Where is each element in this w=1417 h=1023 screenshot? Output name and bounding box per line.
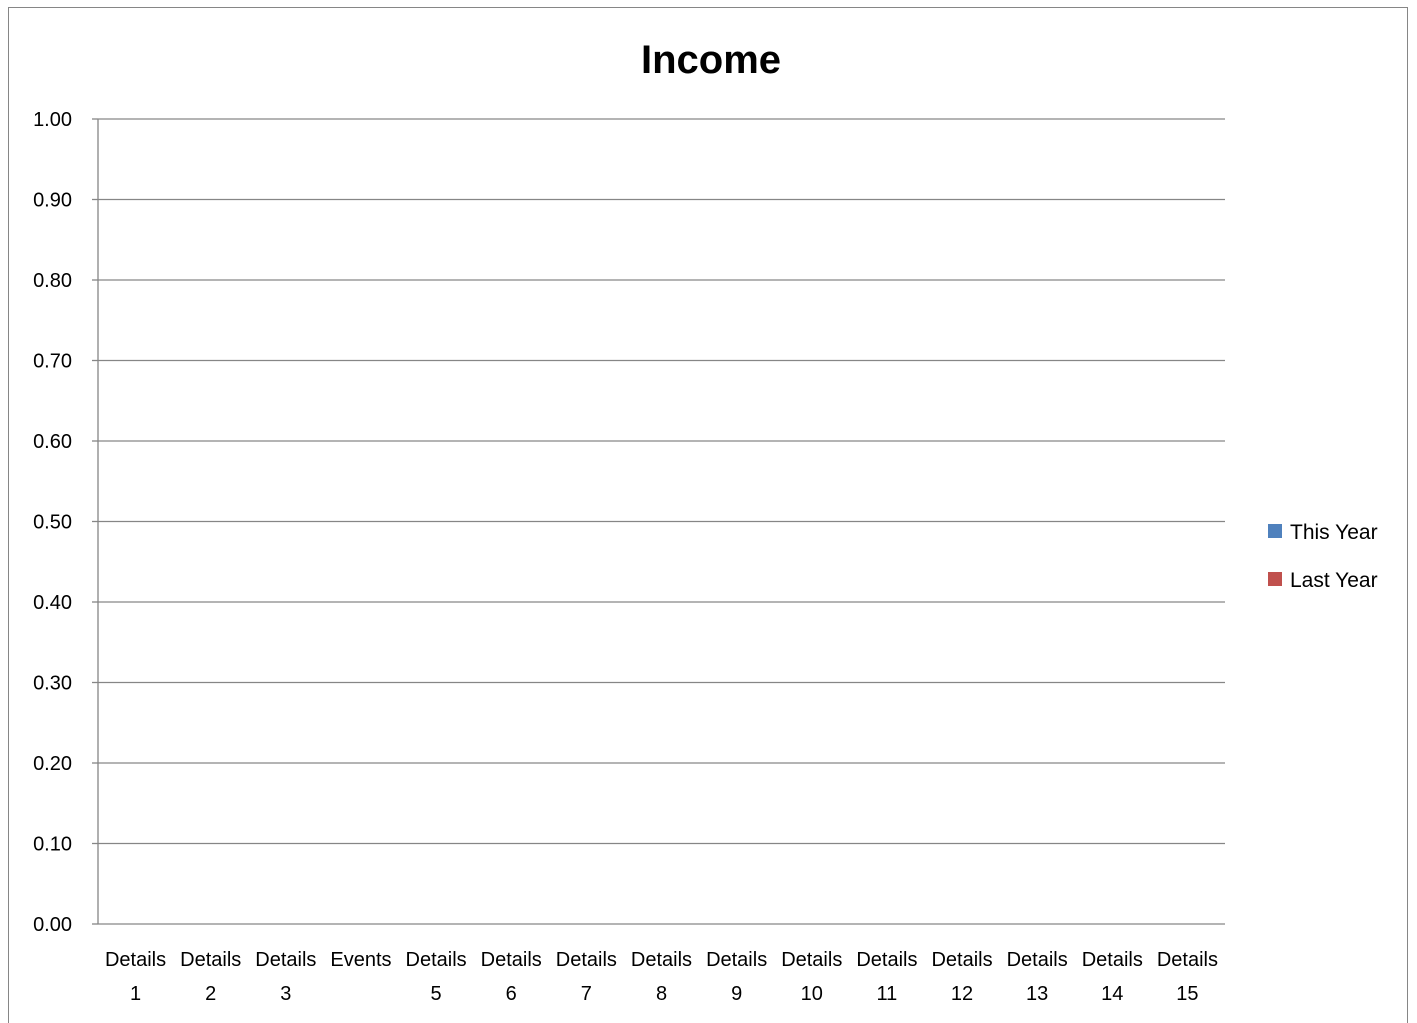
x-tick-label: 7 bbox=[581, 983, 592, 1005]
x-tick-label: Details bbox=[856, 949, 917, 971]
x-tick-label: Details bbox=[406, 949, 467, 971]
axes bbox=[97, 119, 1225, 925]
y-tick-label: 0.00 bbox=[33, 914, 72, 936]
y-tick-label: 0.60 bbox=[33, 431, 72, 453]
x-tick-label: Details bbox=[931, 949, 992, 971]
x-tick-label: Details bbox=[556, 949, 617, 971]
x-axis-ticks: Details 1 Details 2 Details 3 Events Details 5 De… bbox=[105, 949, 1218, 1005]
x-tick-label: 10 bbox=[801, 983, 823, 1005]
chart-frame bbox=[8, 7, 1408, 1023]
x-tick-label: 2 bbox=[205, 983, 216, 1005]
y-axis-ticks: 0.00 0.10 0.20 0.30 0.40 0.50 0.60 0.70 0.80 0.90… bbox=[33, 109, 98, 936]
x-tick-label: 5 bbox=[431, 983, 442, 1005]
x-tick-label: 13 bbox=[1026, 983, 1048, 1005]
legend-label: This Year bbox=[1290, 521, 1378, 544]
x-tick-label: Details bbox=[781, 949, 842, 971]
legend-swatch bbox=[1268, 524, 1282, 538]
y-tick-label: 0.50 bbox=[33, 512, 72, 534]
x-tick-label: 14 bbox=[1101, 983, 1123, 1005]
x-tick-label: Details bbox=[706, 949, 767, 971]
gridlines bbox=[98, 118, 1225, 845]
x-tick-label: 6 bbox=[506, 983, 517, 1005]
x-tick-label: Details bbox=[105, 949, 166, 971]
x-tick-label: Details bbox=[1157, 949, 1218, 971]
legend-label: Last Year bbox=[1290, 569, 1378, 592]
x-tick-label: 15 bbox=[1176, 983, 1198, 1005]
y-tick-label: 0.10 bbox=[33, 834, 72, 856]
y-tick-label: 0.20 bbox=[33, 753, 72, 775]
x-tick-label: Details bbox=[1007, 949, 1068, 971]
x-tick-label: Details bbox=[631, 949, 692, 971]
y-tick-label: 0.40 bbox=[33, 592, 72, 614]
x-tick-label: Details bbox=[1082, 949, 1143, 971]
x-tick-label: Details bbox=[481, 949, 542, 971]
x-tick-label: Details bbox=[180, 949, 241, 971]
y-tick-label: 0.80 bbox=[33, 270, 72, 292]
y-tick-label: 1.00 bbox=[33, 109, 72, 131]
x-tick-label: Events bbox=[330, 949, 391, 971]
x-tick-label: 8 bbox=[656, 983, 667, 1005]
x-tick-label: 12 bbox=[951, 983, 973, 1005]
legend-swatch bbox=[1268, 572, 1282, 586]
x-tick-label: Details bbox=[255, 949, 316, 971]
x-tick-label: 1 bbox=[130, 983, 141, 1005]
chart-title: Income bbox=[641, 38, 781, 82]
y-tick-label: 0.30 bbox=[33, 673, 72, 695]
y-tick-label: 0.90 bbox=[33, 190, 72, 212]
x-tick-label: 9 bbox=[731, 983, 742, 1005]
legend: This Year Last Year bbox=[1268, 521, 1378, 592]
y-tick-label: 0.70 bbox=[33, 351, 72, 373]
x-tick-label: 3 bbox=[280, 983, 291, 1005]
x-tick-label: 11 bbox=[877, 983, 898, 1005]
